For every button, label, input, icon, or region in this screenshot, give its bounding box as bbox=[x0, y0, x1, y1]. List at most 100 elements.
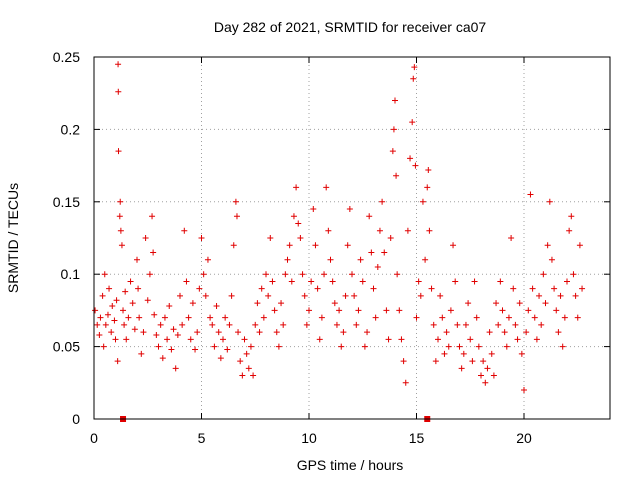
x-tick-label: 15 bbox=[409, 430, 425, 446]
data-point-plus bbox=[452, 278, 459, 285]
data-point-plus bbox=[241, 336, 248, 343]
data-point-plus bbox=[265, 292, 272, 299]
data-point-plus bbox=[450, 242, 457, 249]
data-point-plus bbox=[189, 300, 196, 307]
data-point-plus bbox=[293, 184, 300, 191]
data-point-plus bbox=[456, 343, 463, 350]
data-point-plus bbox=[383, 307, 390, 314]
data-point-plus bbox=[426, 227, 433, 234]
data-point-plus bbox=[361, 343, 368, 350]
data-point-plus bbox=[99, 292, 106, 299]
x-tick-label: 5 bbox=[198, 430, 206, 446]
data-point-plus bbox=[213, 303, 220, 310]
data-point-plus bbox=[518, 350, 525, 357]
data-point-plus bbox=[381, 249, 388, 256]
data-point-plus bbox=[284, 256, 291, 263]
data-point-plus bbox=[413, 314, 420, 321]
data-point-plus bbox=[402, 379, 409, 386]
data-point-plus bbox=[183, 278, 190, 285]
data-point-plus bbox=[155, 343, 162, 350]
data-point-plus bbox=[351, 292, 358, 299]
data-point-plus bbox=[102, 321, 109, 328]
data-point-plus bbox=[134, 256, 140, 263]
data-point-plus bbox=[394, 271, 401, 278]
data-point-plus bbox=[233, 213, 240, 220]
axes: 0 5 10 15 20 0 0.05 0.1 0.15 0.2 0.25 bbox=[53, 49, 610, 446]
data-point-plus bbox=[312, 242, 319, 249]
data-point-plus bbox=[115, 148, 122, 155]
data-point-plus bbox=[480, 358, 487, 365]
data-point-plus bbox=[493, 300, 500, 307]
data-point-plus bbox=[150, 249, 157, 256]
data-point-plus bbox=[135, 285, 142, 292]
data-point-plus bbox=[576, 242, 583, 249]
data-point-plus bbox=[516, 300, 523, 307]
data-point-plus bbox=[357, 256, 364, 263]
data-point-plus bbox=[275, 343, 282, 350]
data-point-plus bbox=[353, 321, 360, 328]
data-point-plus bbox=[299, 271, 306, 278]
data-point-plus bbox=[228, 292, 235, 299]
data-point-plus bbox=[425, 166, 432, 173]
data-point-plus bbox=[196, 285, 203, 292]
data-point-plus bbox=[202, 292, 209, 299]
data-point-plus bbox=[94, 321, 101, 328]
data-point-plus bbox=[510, 285, 517, 292]
data-point-plus bbox=[396, 307, 403, 314]
y-tick-label: 0.15 bbox=[53, 194, 80, 210]
data-point-plus bbox=[207, 314, 214, 321]
data-point-plus bbox=[269, 278, 276, 285]
data-point-plus bbox=[527, 191, 534, 198]
data-point-plus bbox=[355, 307, 362, 314]
data-point-plus bbox=[523, 329, 530, 336]
data-point-plus bbox=[321, 271, 328, 278]
data-point-plus bbox=[529, 285, 536, 292]
data-point-plus bbox=[432, 358, 439, 365]
x-tick-label: 20 bbox=[516, 430, 532, 446]
data-point-plus bbox=[168, 346, 175, 353]
data-point-plus bbox=[374, 263, 381, 270]
data-point-plus bbox=[232, 198, 239, 205]
data-point-plus bbox=[263, 271, 269, 278]
data-point-plus bbox=[497, 278, 504, 285]
data-point-plus bbox=[566, 227, 573, 234]
data-point-plus bbox=[465, 300, 472, 307]
data-point-plus bbox=[548, 256, 555, 263]
data-point-plus bbox=[454, 321, 461, 328]
data-point-plus bbox=[106, 285, 113, 292]
data-point-plus bbox=[349, 271, 355, 278]
data-point-plus bbox=[372, 314, 379, 321]
data-point-plus bbox=[117, 198, 124, 205]
data-point-plus bbox=[469, 358, 476, 365]
data-point-plus bbox=[495, 321, 502, 328]
data-point-plus bbox=[209, 321, 216, 328]
data-point-plus bbox=[316, 336, 323, 343]
data-point-plus bbox=[439, 314, 446, 321]
data-point-plus bbox=[570, 271, 577, 278]
data-point-plus bbox=[138, 350, 145, 357]
data-point-plus bbox=[118, 242, 125, 249]
chart-title: Day 282 of 2021, SRMTID for receiver ca0… bbox=[214, 19, 487, 35]
data-point-plus bbox=[525, 307, 532, 314]
data-point-plus bbox=[295, 220, 302, 227]
data-point-plus bbox=[245, 365, 252, 372]
data-point-plus bbox=[546, 198, 553, 205]
data-point-plus bbox=[314, 285, 321, 292]
data-point-plus bbox=[153, 332, 160, 339]
data-point-plus bbox=[368, 249, 375, 256]
data-point-plus bbox=[254, 300, 261, 307]
data-point-plus bbox=[559, 343, 566, 350]
data-point-plus bbox=[198, 235, 205, 241]
data-point-plus bbox=[100, 343, 107, 350]
data-point-plus bbox=[572, 292, 579, 299]
data-point-plus bbox=[222, 314, 229, 321]
data-point-plus bbox=[467, 336, 474, 343]
data-point-plus bbox=[410, 75, 417, 82]
data-point-plus bbox=[551, 285, 558, 292]
data-point-plus bbox=[122, 288, 129, 295]
y-tick-label: 0 bbox=[72, 411, 80, 427]
data-point-plus bbox=[120, 307, 127, 314]
data-point-plus bbox=[327, 256, 334, 263]
data-point-plus bbox=[111, 317, 118, 324]
